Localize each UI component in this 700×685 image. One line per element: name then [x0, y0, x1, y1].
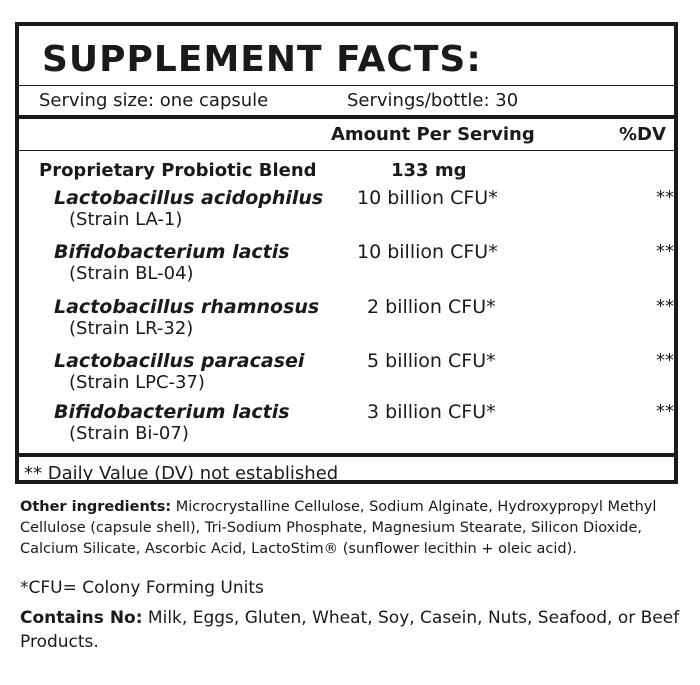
ingredient-name: Lactobacillus paracasei: [54, 350, 305, 372]
servings-per-bottle: Servings/bottle: 30: [347, 90, 519, 111]
other-ingredients-label: Other ingredients:: [20, 499, 172, 515]
dv-footnote: ** Daily Value (DV) not established: [24, 463, 339, 484]
ingredient-dv: **: [656, 187, 674, 208]
ingredient-row: Lactobacillus rhamnosus (Strain LR-32) 2…: [54, 295, 674, 347]
cfu-note: *CFU= Colony Forming Units: [20, 578, 264, 598]
ingredient-amount: 10 billion CFU*: [357, 241, 498, 263]
contains-no: Contains No: Milk, Eggs, Gluten, Wheat, …: [20, 606, 680, 654]
ingredient-amount: 5 billion CFU*: [367, 350, 496, 372]
ingredient-amount: 2 billion CFU*: [367, 296, 496, 318]
supplement-facts-panel: SUPPLEMENT FACTS: Serving size: one caps…: [15, 22, 678, 484]
other-ingredients-text: Microcrystalline Cellulose, Sodium Algin…: [20, 499, 657, 557]
other-ingredients: Other ingredients: Microcrystalline Cell…: [20, 497, 685, 560]
divider: [19, 85, 674, 86]
ingredient-name: Lactobacillus rhamnosus: [54, 296, 320, 318]
ingredient-strain: (Strain Bi-07): [69, 423, 189, 444]
ingredient-row: Bifidobacterium lactis (Strain Bi-07) 3 …: [54, 400, 674, 452]
contains-no-label: Contains No:: [20, 608, 143, 628]
divider: [19, 453, 674, 457]
ingredient-dv: **: [656, 401, 674, 422]
ingredient-strain: (Strain BL-04): [69, 263, 194, 284]
amount-column-header: Amount Per Serving: [331, 124, 535, 145]
ingredient-dv: **: [656, 241, 674, 262]
ingredient-strain: (Strain LR-32): [69, 318, 194, 339]
ingredient-dv: **: [656, 350, 674, 371]
divider: [19, 150, 674, 151]
panel-title: SUPPLEMENT FACTS:: [42, 39, 482, 80]
blend-name: Proprietary Probiotic Blend: [39, 160, 317, 181]
contains-no-text: Milk, Eggs, Gluten, Wheat, Soy, Casein, …: [20, 608, 680, 652]
ingredient-name: Bifidobacterium lactis: [54, 241, 290, 263]
serving-size: Serving size: one capsule: [39, 90, 269, 111]
ingredient-amount: 3 billion CFU*: [367, 401, 496, 423]
ingredient-strain: (Strain LA-1): [69, 209, 183, 230]
divider: [19, 115, 674, 119]
blend-amount: 133 mg: [391, 160, 467, 181]
dv-column-header: %DV: [619, 124, 666, 145]
ingredient-row: Bifidobacterium lactis (Strain BL-04) 10…: [54, 240, 674, 292]
ingredient-amount: 10 billion CFU*: [357, 187, 498, 209]
ingredient-dv: **: [656, 296, 674, 317]
ingredient-row: Lactobacillus acidophilus (Strain LA-1) …: [54, 186, 674, 238]
ingredient-name: Bifidobacterium lactis: [54, 401, 290, 423]
ingredient-strain: (Strain LPC-37): [69, 372, 205, 393]
ingredient-row: Lactobacillus paracasei (Strain LPC-37) …: [54, 349, 674, 401]
ingredient-name: Lactobacillus acidophilus: [54, 187, 324, 209]
